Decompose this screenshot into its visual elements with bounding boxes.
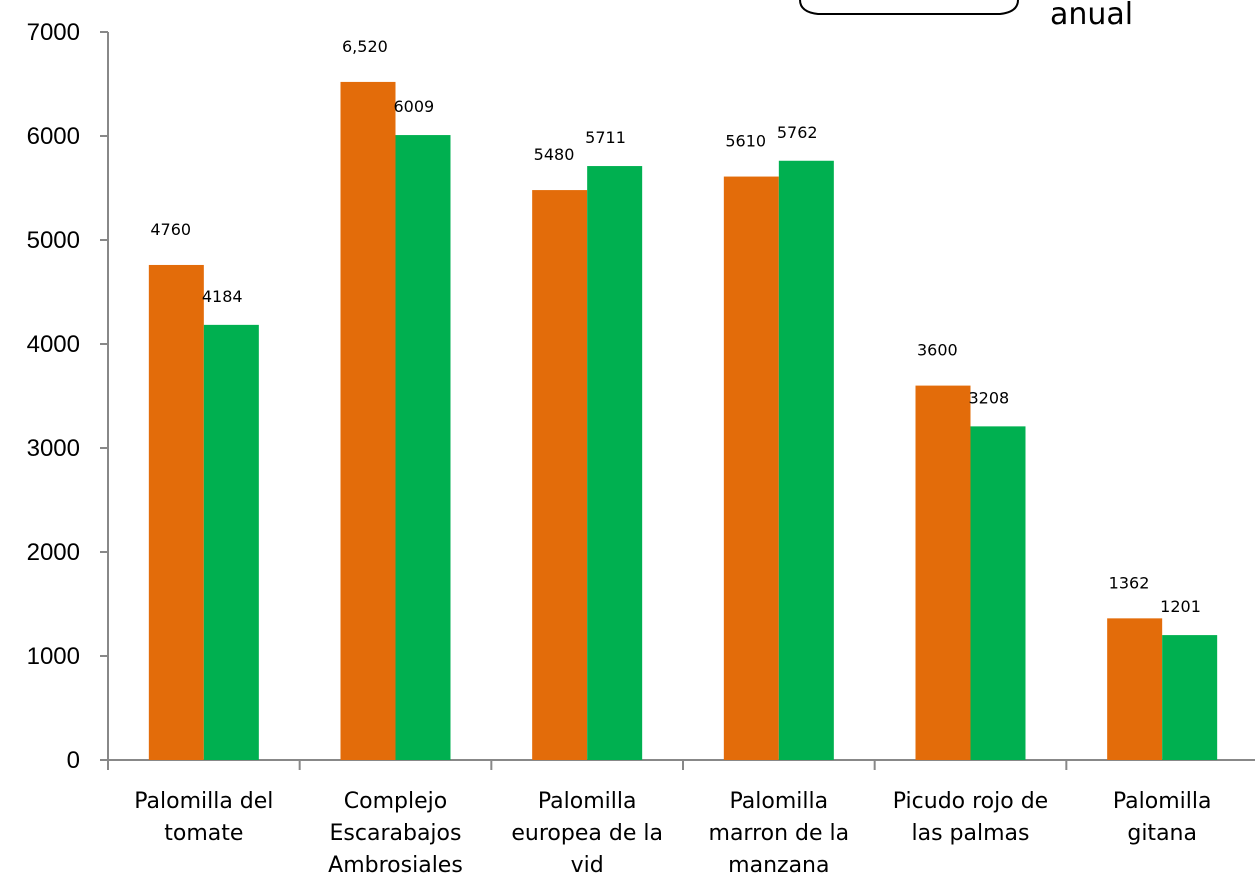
bar-series-2	[203, 324, 259, 760]
x-axis: Palomilla del tomate Complejo Escarabajos Am…	[107, 759, 1255, 878]
bar-series-2	[395, 135, 451, 761]
bars-group	[148, 81, 1218, 761]
data-label: 5610	[725, 132, 766, 151]
data-label: 4184	[202, 287, 243, 306]
bar-series-2	[778, 160, 834, 760]
y-tick-label: 6000	[27, 123, 80, 150]
x-tick-label: Palomilla gitana	[1113, 789, 1212, 846]
bar-series-1	[915, 385, 971, 760]
bar-series-1	[723, 176, 779, 760]
x-tick-label: Palomilla europea de la vid	[511, 789, 663, 878]
data-label: 3600	[917, 341, 958, 360]
data-label: 5480	[534, 145, 575, 164]
data-labels-group: 4760 4184 6,520 6009 5480 5711 5610 5762 3600 320…	[150, 37, 1201, 616]
y-tick-label: 0	[67, 747, 80, 774]
y-tick-label: 7000	[27, 19, 80, 46]
y-tick-label: 1000	[27, 643, 80, 670]
y-tick-label: 4000	[27, 331, 80, 358]
y-tick-label: 3000	[27, 435, 80, 462]
data-label: 5711	[585, 128, 626, 147]
x-tick-label: Complejo Escarabajos Ambrosiales	[328, 789, 463, 878]
bar-series-2	[1162, 635, 1218, 760]
bar-series-1	[340, 81, 396, 761]
data-label: 4760	[150, 220, 191, 239]
y-tick-label: 5000	[27, 227, 80, 254]
bar-series-2	[970, 426, 1026, 760]
data-label: 6009	[394, 97, 435, 116]
data-label: 1362	[1109, 573, 1150, 592]
data-label: 3208	[969, 388, 1010, 407]
data-label: 5762	[777, 123, 818, 142]
bar-series-1	[532, 190, 588, 760]
bar-series-2	[587, 166, 643, 760]
y-axis: 0 1000 2000 3000 4000 5000 6000 7000	[27, 19, 109, 774]
data-label: 6,520	[342, 37, 388, 56]
bar-series-1	[148, 264, 204, 760]
legend-fragment-text: anual	[1050, 0, 1133, 32]
data-label: 1201	[1160, 597, 1201, 616]
x-tick-label: Palomilla marron de la manzana	[709, 789, 850, 878]
x-tick-label: Palomilla del tomate	[134, 789, 273, 846]
y-tick-label: 2000	[27, 539, 80, 566]
legend-fragment: anual	[799, 0, 1133, 32]
legend-box-partial	[799, 0, 1019, 15]
bar-series-1	[1107, 618, 1163, 760]
x-tick-label: Picudo rojo de las palmas	[893, 789, 1048, 846]
